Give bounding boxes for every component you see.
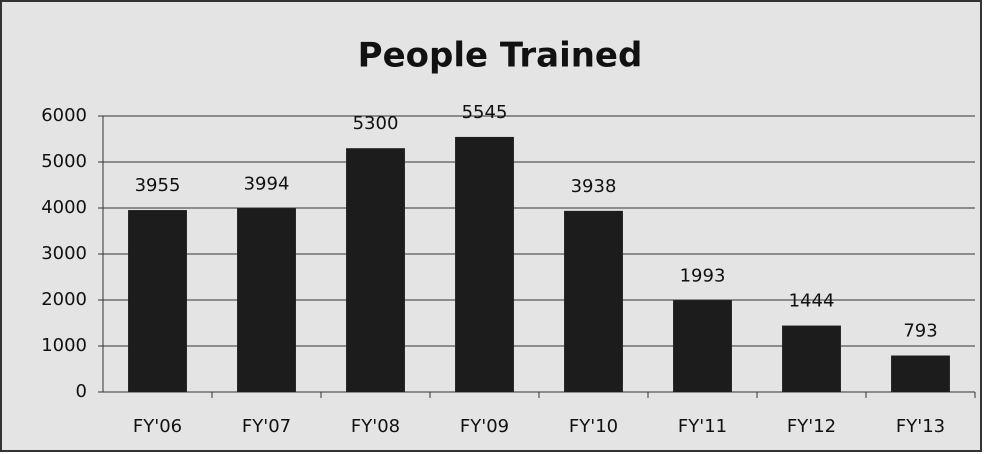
data-label: 1993	[680, 265, 726, 286]
y-tick-label: 5000	[41, 151, 87, 172]
data-label: 3955	[135, 175, 181, 196]
x-tick-label: FY'11	[678, 416, 727, 437]
x-tick-label: FY'10	[569, 416, 618, 437]
y-tick-label: 2000	[41, 289, 87, 310]
y-tick-label: 0	[76, 381, 87, 402]
x-tick-label: FY'08	[351, 416, 400, 437]
bar	[455, 136, 514, 392]
bar	[128, 210, 187, 392]
bar	[564, 210, 623, 392]
y-tick-label: 6000	[41, 105, 87, 126]
x-tick-label: FY'09	[460, 416, 509, 437]
bar	[782, 325, 841, 392]
data-label: 3994	[244, 173, 290, 194]
bar	[891, 355, 950, 392]
bar	[673, 300, 732, 392]
x-tick-label: FY'06	[133, 416, 182, 437]
data-label: 793	[903, 321, 937, 342]
y-tick-label: 3000	[41, 243, 87, 264]
x-tick-label: FY'12	[787, 416, 836, 437]
data-label: 1444	[789, 291, 835, 312]
x-tick-label: FY'07	[242, 416, 291, 437]
chart-title: People Trained	[358, 36, 643, 76]
bar	[346, 148, 405, 392]
data-label: 3938	[571, 176, 617, 197]
data-label: 5300	[353, 113, 399, 134]
data-label: 5545	[462, 102, 508, 123]
y-tick-label: 4000	[41, 197, 87, 218]
y-tick-label: 1000	[41, 335, 87, 356]
bar	[237, 208, 296, 392]
x-tick-label: FY'13	[896, 416, 945, 437]
